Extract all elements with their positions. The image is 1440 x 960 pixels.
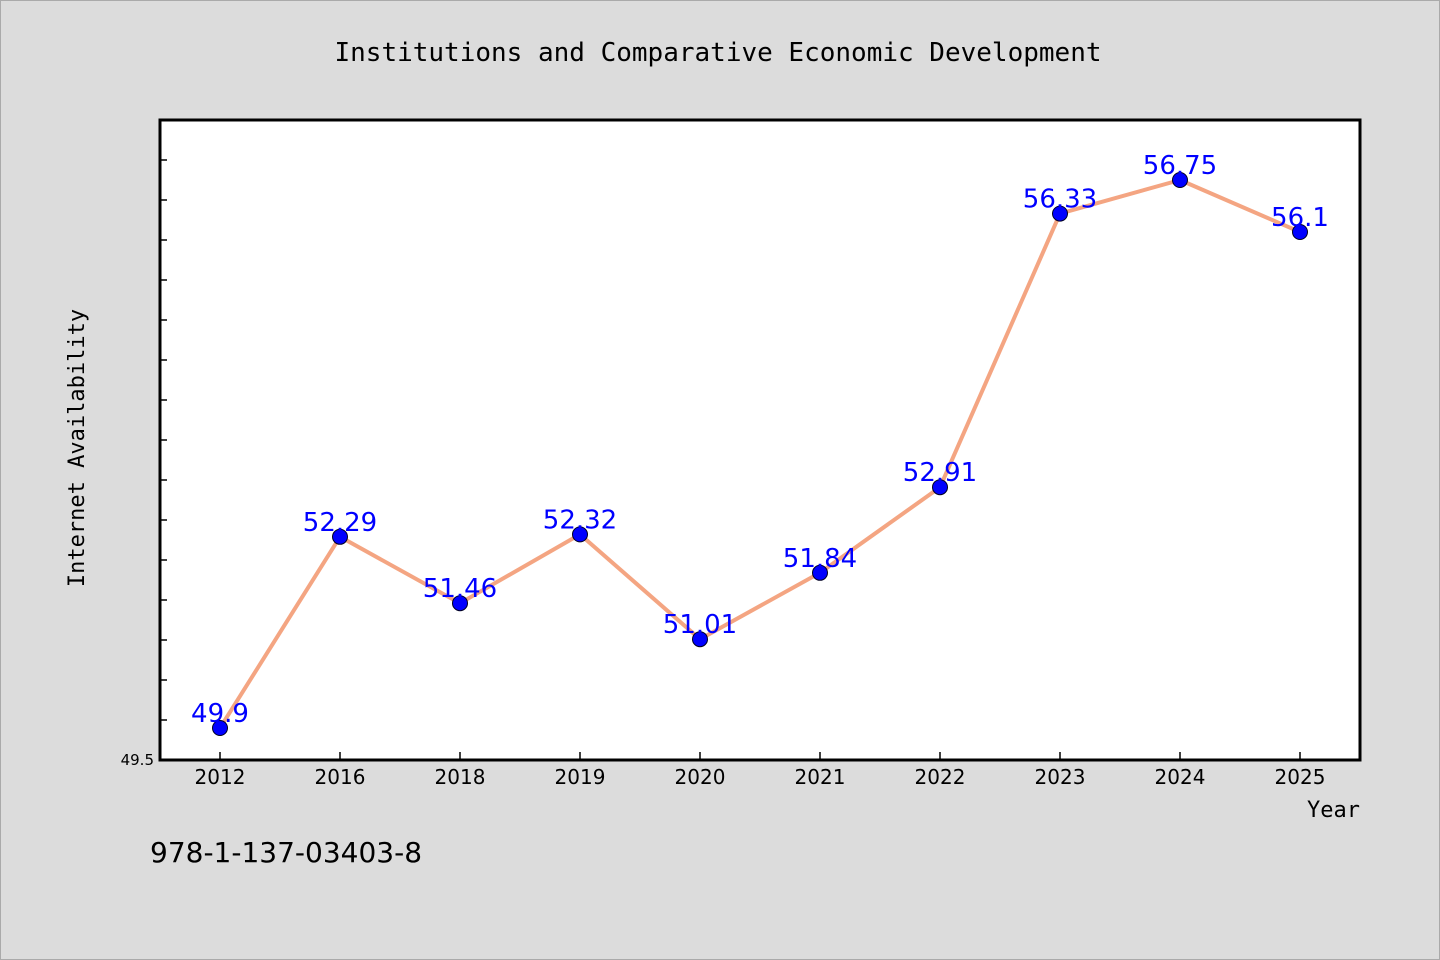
data-label: 56.1 (1271, 203, 1329, 233)
chart-title: Institutions and Comparative Economic De… (334, 38, 1101, 68)
y-tick-label: 49.5 (121, 751, 154, 769)
data-label: 51.84 (783, 544, 857, 574)
data-point (812, 564, 828, 581)
data-point (1052, 205, 1068, 222)
y-tick-labels: 49.5 (121, 751, 154, 769)
data-label: 51.01 (663, 610, 737, 640)
data-label: 56.33 (1023, 185, 1097, 215)
data-point (1172, 172, 1188, 188)
x-tick-labels: 2012 2016 2018 2019 2020 2021 2022 2023 2024 2025 (195, 765, 1326, 789)
data-label: 52.29 (303, 508, 377, 538)
plot-area (160, 120, 1360, 760)
data-labels: 49.9 52.29 51.46 52.32 51.01 51.84 52.91 56.33 5… (191, 151, 1329, 729)
x-tick-label: 2016 (315, 765, 366, 789)
x-tick-label: 2023 (1035, 765, 1086, 789)
data-label: 56.75 (1143, 151, 1217, 181)
data-label: 49.9 (191, 699, 249, 729)
plot-frame (158, 118, 1362, 762)
data-point (1292, 224, 1308, 240)
x-axis-label: Year (1307, 798, 1360, 823)
data-point (572, 526, 588, 543)
series-markers (212, 172, 1308, 736)
data-label: 52.32 (543, 505, 617, 535)
x-tick-label: 2022 (915, 765, 966, 789)
x-tick-label: 2025 (1275, 765, 1326, 789)
x-tick-label: 2020 (675, 765, 726, 789)
x-tick-label: 2021 (795, 765, 846, 789)
data-point (212, 720, 228, 736)
data-label: 52.91 (903, 458, 977, 488)
isbn-footer: 978-1-137-03403-8 (150, 836, 422, 869)
data-point (932, 479, 948, 496)
x-tick-label: 2019 (555, 765, 606, 789)
series-line (218, 178, 1301, 730)
data-point (452, 595, 468, 612)
x-tick-label: 2018 (435, 765, 486, 789)
data-label: 51.46 (423, 574, 497, 604)
y-axis-label: Internet Availability (65, 309, 90, 587)
x-tick-label: 2012 (195, 765, 246, 789)
data-point (332, 528, 348, 545)
x-tick-label: 2024 (1155, 765, 1206, 789)
data-point (692, 631, 708, 648)
